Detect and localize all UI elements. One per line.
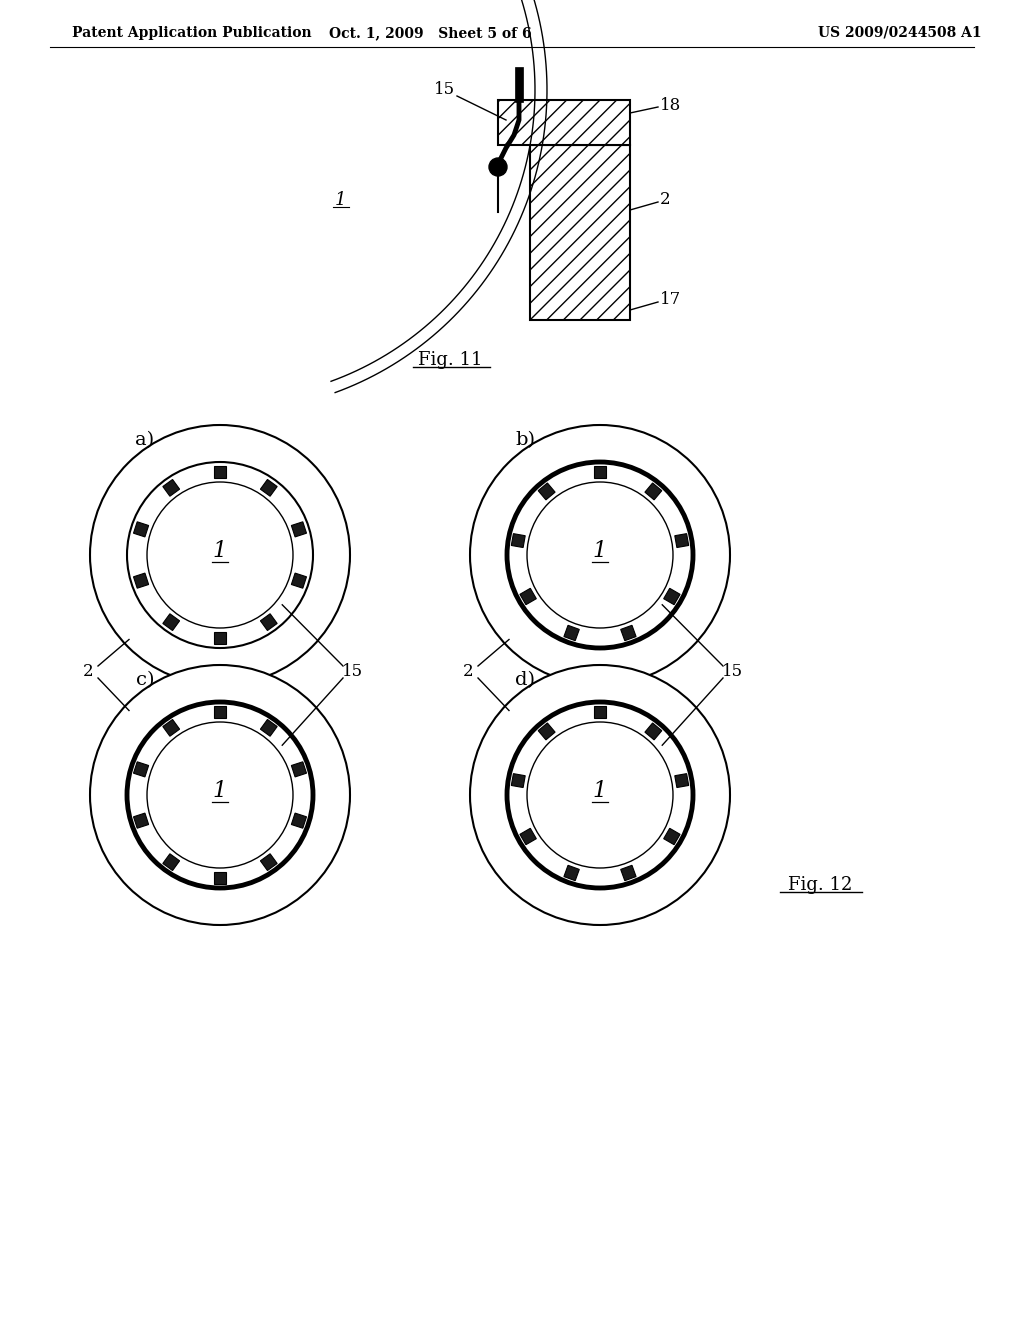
Text: 1: 1 [593,540,607,562]
Text: 15: 15 [434,82,456,99]
Text: Fig. 11: Fig. 11 [418,351,482,370]
FancyBboxPatch shape [564,866,580,880]
FancyBboxPatch shape [675,533,689,548]
FancyBboxPatch shape [133,762,148,777]
Text: 17: 17 [660,292,681,309]
Bar [498,100,630,145]
FancyBboxPatch shape [664,829,680,845]
Text: Fig. 12: Fig. 12 [787,876,852,894]
Circle shape [127,702,313,888]
FancyBboxPatch shape [621,866,636,880]
FancyBboxPatch shape [292,521,306,537]
Text: 18: 18 [660,96,681,114]
Bar [515,67,523,102]
Circle shape [90,665,350,925]
FancyBboxPatch shape [133,521,148,537]
FancyBboxPatch shape [520,829,537,845]
FancyBboxPatch shape [163,719,179,737]
FancyBboxPatch shape [511,774,525,788]
FancyBboxPatch shape [539,483,555,500]
FancyBboxPatch shape [675,774,689,788]
FancyBboxPatch shape [214,873,226,884]
Text: 15: 15 [342,664,364,681]
Text: 2: 2 [660,191,671,209]
Circle shape [90,425,350,685]
Bar [530,145,630,319]
FancyBboxPatch shape [133,573,148,589]
Text: d): d) [515,671,535,689]
Circle shape [489,158,507,176]
Text: Patent Application Publication: Patent Application Publication [72,26,311,40]
Text: b): b) [515,432,535,449]
Circle shape [127,462,313,648]
Text: Oct. 1, 2009   Sheet 5 of 6: Oct. 1, 2009 Sheet 5 of 6 [329,26,531,40]
Text: 2: 2 [83,664,93,681]
FancyBboxPatch shape [564,626,580,640]
Circle shape [470,665,730,925]
FancyBboxPatch shape [511,533,525,548]
Text: 15: 15 [723,664,743,681]
FancyBboxPatch shape [520,589,537,605]
FancyBboxPatch shape [645,483,662,500]
FancyBboxPatch shape [214,466,226,478]
FancyBboxPatch shape [163,479,179,496]
FancyBboxPatch shape [292,762,306,777]
Text: a): a) [135,432,155,449]
FancyBboxPatch shape [645,723,662,741]
FancyBboxPatch shape [214,632,226,644]
Text: 1: 1 [213,540,227,562]
Text: US 2009/0244508 A1: US 2009/0244508 A1 [818,26,982,40]
FancyBboxPatch shape [163,614,179,631]
FancyBboxPatch shape [664,589,680,605]
FancyBboxPatch shape [594,706,606,718]
Text: 1: 1 [213,780,227,803]
FancyBboxPatch shape [292,573,306,589]
FancyBboxPatch shape [163,854,179,870]
Circle shape [507,702,693,888]
FancyBboxPatch shape [260,719,278,737]
FancyBboxPatch shape [292,813,306,828]
Circle shape [507,462,693,648]
Text: c): c) [136,671,155,689]
FancyBboxPatch shape [539,723,555,741]
FancyBboxPatch shape [594,466,606,478]
FancyBboxPatch shape [260,614,278,631]
Text: 1: 1 [593,780,607,803]
FancyBboxPatch shape [214,706,226,718]
Text: 2: 2 [463,664,473,681]
FancyBboxPatch shape [260,854,278,870]
FancyBboxPatch shape [621,626,636,640]
FancyBboxPatch shape [133,813,148,828]
Text: 1: 1 [334,191,346,209]
FancyBboxPatch shape [260,479,278,496]
Circle shape [470,425,730,685]
